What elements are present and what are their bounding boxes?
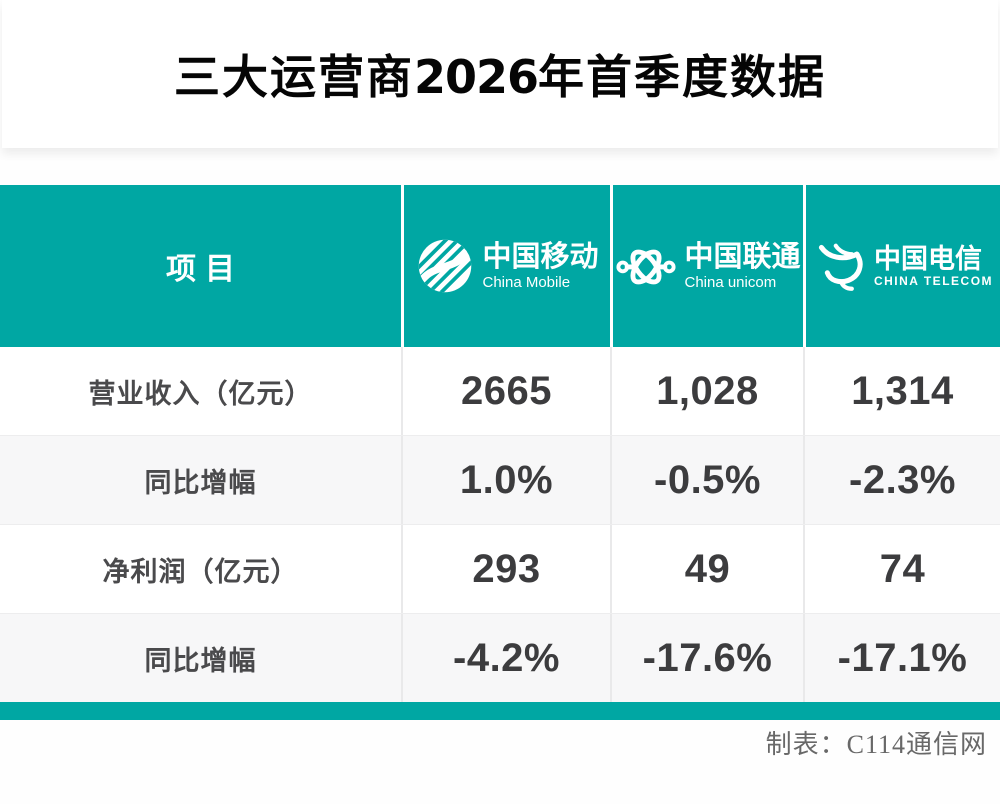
- row-label: 同比增幅: [144, 467, 257, 498]
- table-row-net-profit-yoy: 同比增幅 -4.2% -17.6% -17.1%: [0, 613, 1000, 702]
- revenue-china-telecom: 1,314: [803, 347, 1000, 435]
- net-profit-yoy-china-unicom: -17.6%: [610, 614, 803, 702]
- column-header-item: 项目: [0, 185, 401, 347]
- title-year: 2026: [413, 50, 539, 104]
- china-unicom-wordmark: 中国联通 China unicom: [684, 241, 800, 292]
- table-bottom-bar: [0, 702, 1000, 720]
- net-profit-china-unicom: 49: [610, 525, 803, 613]
- china-unicom-name-cn: 中国联通: [684, 240, 801, 273]
- net-profit-china-mobile: 293: [401, 525, 610, 613]
- china-mobile-logo: 中国移动 China Mobile: [415, 236, 599, 296]
- china-unicom-name-en: China unicom: [684, 274, 777, 292]
- china-mobile-icon: [415, 236, 475, 296]
- credit-line: 制表：C114通信网: [765, 730, 987, 759]
- net-profit-yoy-china-mobile: -4.2%: [401, 614, 610, 702]
- table-row-revenue: 营业收入（亿元） 2665 1,028 1,314: [0, 347, 1000, 435]
- title-prefix: 三大运营商: [173, 51, 414, 103]
- row-label: 同比增幅: [144, 645, 257, 676]
- china-telecom-logo: 中国电信 CHINA TELECOM: [813, 239, 993, 293]
- title-card: 三大运营商2026年首季度数据: [2, 0, 998, 148]
- revenue-yoy-china-telecom: -2.3%: [803, 436, 1000, 524]
- revenue-china-mobile: 2665: [401, 347, 610, 435]
- revenue-yoy-china-unicom: -0.5%: [610, 436, 803, 524]
- column-header-china-mobile: 中国移动 China Mobile: [401, 185, 610, 347]
- china-telecom-name-en: CHINA TELECOM: [873, 273, 994, 288]
- china-telecom-name-cn: 中国电信: [873, 243, 982, 274]
- china-telecom-wordmark: 中国电信 CHINA TELECOM: [874, 244, 993, 289]
- column-header-china-unicom: 中国联通 China unicom: [610, 185, 803, 347]
- net-profit-yoy-china-telecom: -17.1%: [803, 614, 1000, 702]
- row-label: 营业收入（亿元）: [88, 378, 313, 409]
- page-title: 三大运营商2026年首季度数据: [174, 41, 826, 107]
- china-mobile-name-en: China Mobile: [482, 274, 571, 292]
- china-unicom-icon: [615, 235, 677, 297]
- title-suffix: 年首季度数据: [538, 51, 827, 103]
- table-row-revenue-yoy: 同比增幅 1.0% -0.5% -2.3%: [0, 435, 1000, 524]
- table-row-net-profit: 净利润（亿元） 293 49 74: [0, 524, 1000, 613]
- net-profit-china-telecom: 74: [803, 525, 1000, 613]
- column-header-china-telecom: 中国电信 CHINA TELECOM: [803, 185, 1000, 347]
- china-unicom-logo: 中国联通 China unicom: [615, 235, 801, 297]
- china-mobile-wordmark: 中国移动 China Mobile: [482, 241, 598, 292]
- china-telecom-icon: [813, 239, 867, 293]
- data-table: 项目: [0, 185, 1000, 720]
- row-label: 净利润（亿元）: [102, 556, 299, 587]
- revenue-china-unicom: 1,028: [610, 347, 803, 435]
- table-header-row: 项目: [0, 185, 1000, 347]
- item-column-label: 项目: [166, 253, 244, 286]
- china-mobile-name-cn: 中国移动: [482, 240, 599, 273]
- revenue-yoy-china-mobile: 1.0%: [401, 436, 610, 524]
